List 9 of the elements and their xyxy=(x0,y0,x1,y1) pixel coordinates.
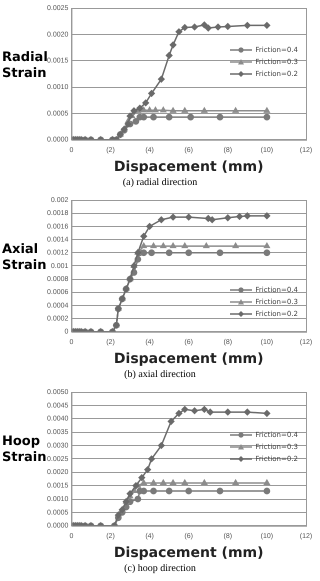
text: (a) radial direction xyxy=(122,176,198,190)
x-axis-title: Dispacement (mm) xyxy=(114,545,264,562)
x-axis-title: Dispacement (mm) xyxy=(114,351,264,368)
y-axis-title: Hoop Strain xyxy=(2,434,47,466)
x-axis-title: Dispacement (mm) xyxy=(114,159,264,176)
text: (c) hoop direction xyxy=(123,562,197,576)
text: (b) axial direction xyxy=(123,368,197,382)
y-axis-title: Radial Strain xyxy=(2,50,48,82)
y-axis-title: Axial Strain xyxy=(2,242,47,274)
